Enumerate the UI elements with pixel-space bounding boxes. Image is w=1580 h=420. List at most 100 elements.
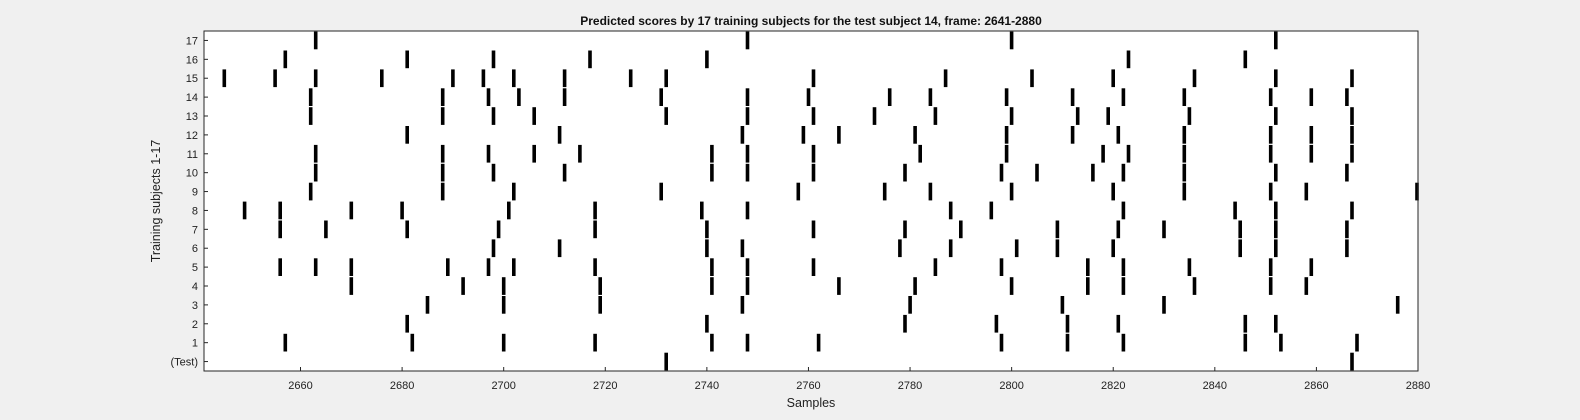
spike-mark: [989, 201, 994, 220]
spike-mark: [1304, 182, 1309, 201]
spike-mark: [578, 144, 582, 163]
spike-mark: [486, 144, 491, 163]
spike-mark: [710, 277, 714, 295]
spike-mark: [324, 220, 328, 239]
spike-mark: [745, 107, 750, 125]
spike-mark: [1091, 163, 1095, 182]
spike-mark: [999, 333, 1004, 352]
spike-mark: [903, 220, 907, 239]
spike-mark: [933, 107, 938, 125]
spike-mark: [440, 88, 445, 106]
spike-mark: [811, 258, 816, 276]
spike-mark: [1309, 258, 1314, 276]
spike-mark: [948, 201, 953, 220]
spike-mark: [1350, 126, 1354, 144]
x-tick-label: 2840: [1203, 380, 1227, 392]
spike-mark: [532, 107, 536, 125]
plot-frame: [203, 30, 1419, 372]
spike-mark: [425, 296, 430, 314]
spike-mark: [1274, 163, 1278, 182]
spike-mark: [1243, 333, 1248, 352]
y-tick-label: 8: [192, 205, 198, 217]
spike-mark: [740, 296, 745, 314]
spike-mark: [898, 239, 902, 258]
spike-mark: [811, 163, 816, 182]
spike-mark: [999, 163, 1004, 182]
spike-mark: [486, 88, 491, 106]
spike-mark: [1268, 182, 1273, 201]
spike-mark: [1309, 88, 1314, 106]
spike-mark: [959, 220, 963, 239]
spike-mark: [222, 69, 227, 88]
spike-mark: [1279, 333, 1283, 352]
spike-mark: [882, 182, 887, 201]
spike-mark: [1162, 296, 1166, 314]
spike-mark: [1121, 88, 1126, 106]
spike-mark: [745, 277, 750, 295]
y-tick-label: 11: [187, 149, 198, 161]
spike-mark: [1355, 333, 1359, 352]
spike-mark: [273, 69, 277, 88]
spike-mark: [1238, 220, 1242, 239]
spike-mark: [501, 296, 506, 314]
spike-mark: [1055, 220, 1060, 239]
spike-mark: [598, 277, 602, 295]
spike-mark: [705, 314, 709, 333]
spike-mark: [349, 201, 354, 220]
spike-mark: [1268, 126, 1273, 144]
spike-mark: [710, 144, 714, 163]
spike-mark: [1187, 107, 1192, 125]
x-tick-label: 2700: [491, 380, 515, 392]
spike-mark: [1274, 69, 1278, 88]
spike-mark: [664, 352, 668, 371]
y-tick-label: 16: [186, 54, 198, 66]
y-tick-label: 6: [192, 243, 198, 255]
spike-mark: [745, 333, 750, 352]
x-tick-label: 2720: [593, 380, 617, 392]
chart-marks: [222, 31, 1419, 371]
spike-mark: [308, 88, 313, 106]
spike-mark: [446, 258, 450, 276]
spike-mark: [1060, 296, 1065, 314]
spike-mark: [994, 314, 999, 333]
spike-mark: [1009, 31, 1014, 50]
spike-mark: [1106, 107, 1110, 125]
spike-mark: [557, 126, 562, 144]
spike-mark: [811, 220, 816, 239]
spike-mark: [451, 69, 455, 88]
spike-mark: [1162, 220, 1166, 239]
spike-mark: [313, 31, 318, 50]
spike-mark: [918, 144, 922, 163]
spike-mark: [512, 69, 516, 88]
spike-mark: [1395, 296, 1400, 314]
spike-mark: [461, 277, 465, 295]
spike-mark: [913, 277, 917, 295]
spike-mark: [1192, 277, 1197, 295]
spike-mark: [1182, 163, 1187, 182]
spike-mark: [999, 258, 1004, 276]
spike-mark: [1086, 277, 1090, 295]
spike-mark: [801, 126, 806, 144]
x-tick-label: 2660: [288, 380, 312, 392]
spike-mark: [283, 333, 288, 352]
spike-mark: [491, 107, 496, 125]
spike-mark: [1065, 333, 1070, 352]
spike-mark: [313, 163, 318, 182]
spike-mark: [1233, 201, 1237, 220]
spike-mark: [308, 182, 313, 201]
spike-mark: [811, 69, 816, 88]
x-tick-label: 2860: [1304, 380, 1328, 392]
spike-mark: [405, 50, 409, 69]
spike-mark: [887, 88, 892, 106]
spike-mark: [1268, 144, 1273, 163]
spike-mark: [745, 88, 750, 106]
spike-mark: [816, 333, 821, 352]
spike-mark: [913, 126, 917, 144]
spike-mark: [512, 182, 516, 201]
spike-mark: [242, 201, 247, 220]
spike-mark: [705, 239, 709, 258]
spike-mark: [349, 258, 354, 276]
spike-mark: [557, 239, 562, 258]
spike-mark: [710, 163, 714, 182]
